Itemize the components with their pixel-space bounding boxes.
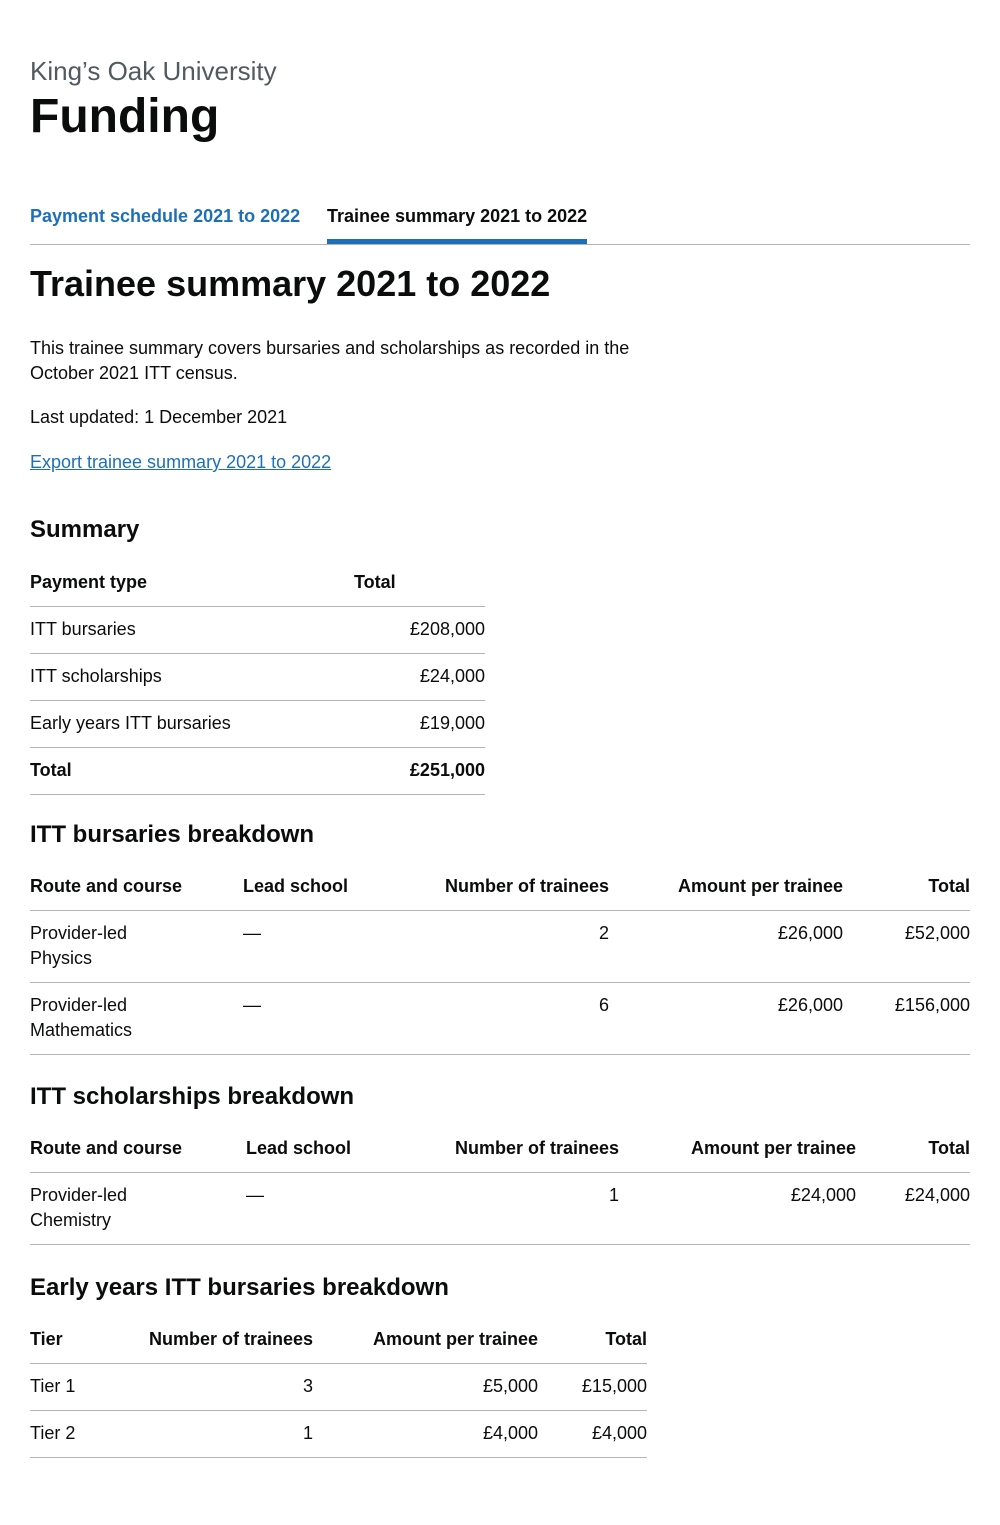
page-title: Funding (30, 90, 220, 143)
table-cell: £208,000 (354, 606, 485, 654)
table-cell: Early years ITT bursaries (30, 700, 354, 748)
column-header: Amount per trainee (609, 864, 843, 911)
early-years-heading: Early years ITT bursaries breakdown (30, 1274, 449, 1301)
table-cell: 1 (406, 1172, 619, 1245)
table-cell: £24,000 (619, 1172, 856, 1245)
column-header: Lead school (243, 864, 403, 911)
column-header: Total (354, 560, 485, 607)
column-header: Total (856, 1126, 970, 1173)
table-cell: — (243, 910, 403, 983)
table-row: Provider-led Physics — 2 £26,000 £52,000 (30, 910, 970, 983)
table-header-row: Route and course Lead school Number of t… (30, 1126, 970, 1173)
column-header: Route and course (30, 864, 243, 911)
table-cell: — (246, 1172, 406, 1245)
table-cell: £5,000 (313, 1363, 538, 1411)
table-cell: 3 (130, 1363, 313, 1411)
table-cell: £24,000 (354, 653, 485, 701)
table-cell: £52,000 (843, 910, 970, 983)
table-cell: £251,000 (354, 747, 485, 795)
table-cell: £4,000 (313, 1410, 538, 1458)
table-header-row: Route and course Lead school Number of t… (30, 864, 970, 911)
bursaries-table: Route and course Lead school Number of t… (30, 864, 970, 1055)
section-heading: Trainee summary 2021 to 2022 (30, 263, 551, 304)
column-header: Payment type (30, 560, 354, 607)
tab-trainee-summary[interactable]: Trainee summary 2021 to 2022 (327, 204, 588, 244)
table-cell: £26,000 (609, 982, 843, 1055)
table-cell: Total (30, 747, 354, 795)
table-row: Provider-led Mathematics — 6 £26,000 £15… (30, 982, 970, 1055)
export-link[interactable]: Export trainee summary 2021 to 2022 (30, 452, 332, 472)
table-cell: £26,000 (609, 910, 843, 983)
table-row: ITT bursaries £208,000 (30, 606, 485, 654)
early-years-table: Tier Number of trainees Amount per train… (30, 1317, 647, 1458)
table-cell: £24,000 (856, 1172, 970, 1245)
column-header: Total (538, 1317, 647, 1364)
table-cell: 6 (403, 982, 609, 1055)
table-cell: Provider-led Chemistry (30, 1172, 246, 1245)
table-header-row: Payment type Total (30, 560, 485, 607)
column-header: Total (843, 864, 970, 911)
table-row: Early years ITT bursaries £19,000 (30, 700, 485, 748)
table-row: ITT scholarships £24,000 (30, 653, 485, 701)
organisation-caption: King’s Oak University (30, 56, 277, 86)
table-row: Tier 2 1 £4,000 £4,000 (30, 1410, 647, 1458)
tab-list: Payment schedule 2021 to 2022 Trainee su… (30, 196, 970, 245)
table-row: Tier 1 3 £5,000 £15,000 (30, 1363, 647, 1411)
intro-text: This trainee summary covers bursaries an… (30, 338, 630, 383)
column-header: Number of trainees (406, 1126, 619, 1173)
scholarships-heading: ITT scholarships breakdown (30, 1083, 355, 1110)
table-row: Provider-led Chemistry — 1 £24,000 £24,0… (30, 1172, 970, 1245)
column-header: Number of trainees (403, 864, 609, 911)
table-cell: Tier 2 (30, 1410, 130, 1458)
column-header: Amount per trainee (619, 1126, 856, 1173)
table-cell: 1 (130, 1410, 313, 1458)
table-cell: £156,000 (843, 982, 970, 1055)
column-header: Lead school (246, 1126, 406, 1173)
summary-table: Payment type Total ITT bursaries £208,00… (30, 560, 485, 795)
column-header: Tier (30, 1317, 130, 1364)
column-header: Amount per trainee (313, 1317, 538, 1364)
table-cell: 2 (403, 910, 609, 983)
bursaries-heading: ITT bursaries breakdown (30, 821, 315, 848)
column-header: Number of trainees (130, 1317, 313, 1364)
table-cell: ITT bursaries (30, 606, 354, 654)
table-cell: Tier 1 (30, 1363, 130, 1411)
table-header-row: Tier Number of trainees Amount per train… (30, 1317, 647, 1364)
last-updated-text: Last updated: 1 December 2021 (30, 407, 288, 427)
table-cell: Provider-led Mathematics (30, 982, 243, 1055)
total-row: Total £251,000 (30, 747, 485, 795)
table-cell: £4,000 (538, 1410, 647, 1458)
tab-payment-schedule[interactable]: Payment schedule 2021 to 2022 (30, 206, 301, 226)
table-cell: £19,000 (354, 700, 485, 748)
table-cell: Provider-led Physics (30, 910, 243, 983)
scholarships-table: Route and course Lead school Number of t… (30, 1126, 970, 1245)
table-cell: £15,000 (538, 1363, 647, 1411)
table-cell: ITT scholarships (30, 653, 354, 701)
summary-heading: Summary (30, 516, 140, 543)
column-header: Route and course (30, 1126, 246, 1173)
table-cell: — (243, 982, 403, 1055)
